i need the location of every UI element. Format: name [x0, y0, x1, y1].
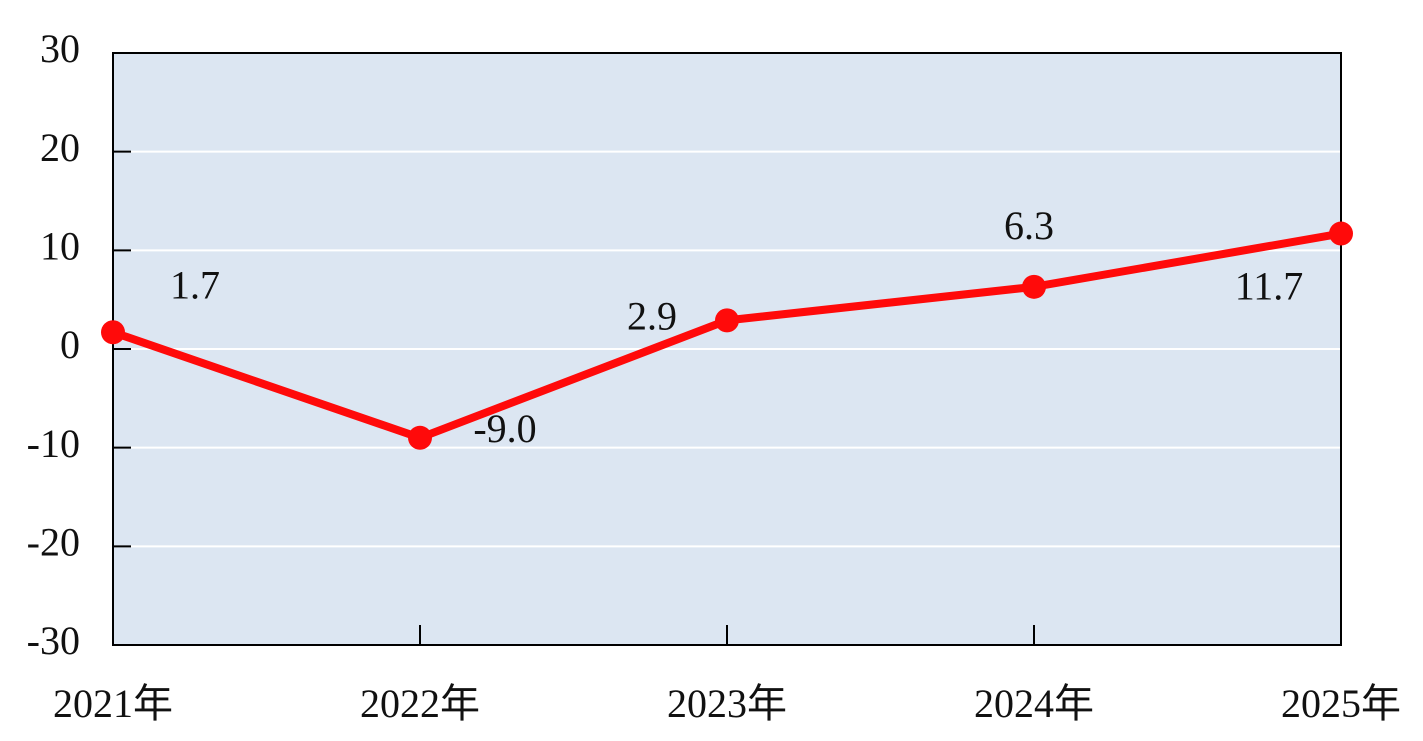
- x-tick-label: 2023年: [667, 681, 787, 726]
- data-point: [408, 425, 432, 450]
- data-point: [1022, 274, 1046, 299]
- data-label: 6.3: [1004, 203, 1054, 248]
- y-tick-label: -10: [27, 421, 80, 466]
- x-tick-label: 2025年: [1281, 681, 1401, 726]
- x-tick-label: 2021年: [53, 681, 173, 726]
- data-label: -9.0: [473, 406, 536, 451]
- x-tick-label: 2022年: [360, 681, 480, 726]
- y-tick-label: 0: [60, 322, 80, 367]
- data-label: 11.7: [1235, 264, 1304, 309]
- data-point: [101, 320, 125, 345]
- data-label: 2.9: [627, 294, 677, 339]
- y-tick-label: -30: [27, 618, 80, 663]
- y-tick-label: 30: [40, 26, 80, 71]
- data-point: [715, 308, 739, 333]
- y-tick-label: 10: [40, 224, 80, 269]
- y-tick-label: -20: [27, 520, 80, 565]
- data-label: 1.7: [170, 262, 220, 307]
- y-tick-label: 20: [40, 125, 80, 170]
- x-tick-label: 2024年: [974, 681, 1094, 726]
- data-point: [1329, 221, 1353, 246]
